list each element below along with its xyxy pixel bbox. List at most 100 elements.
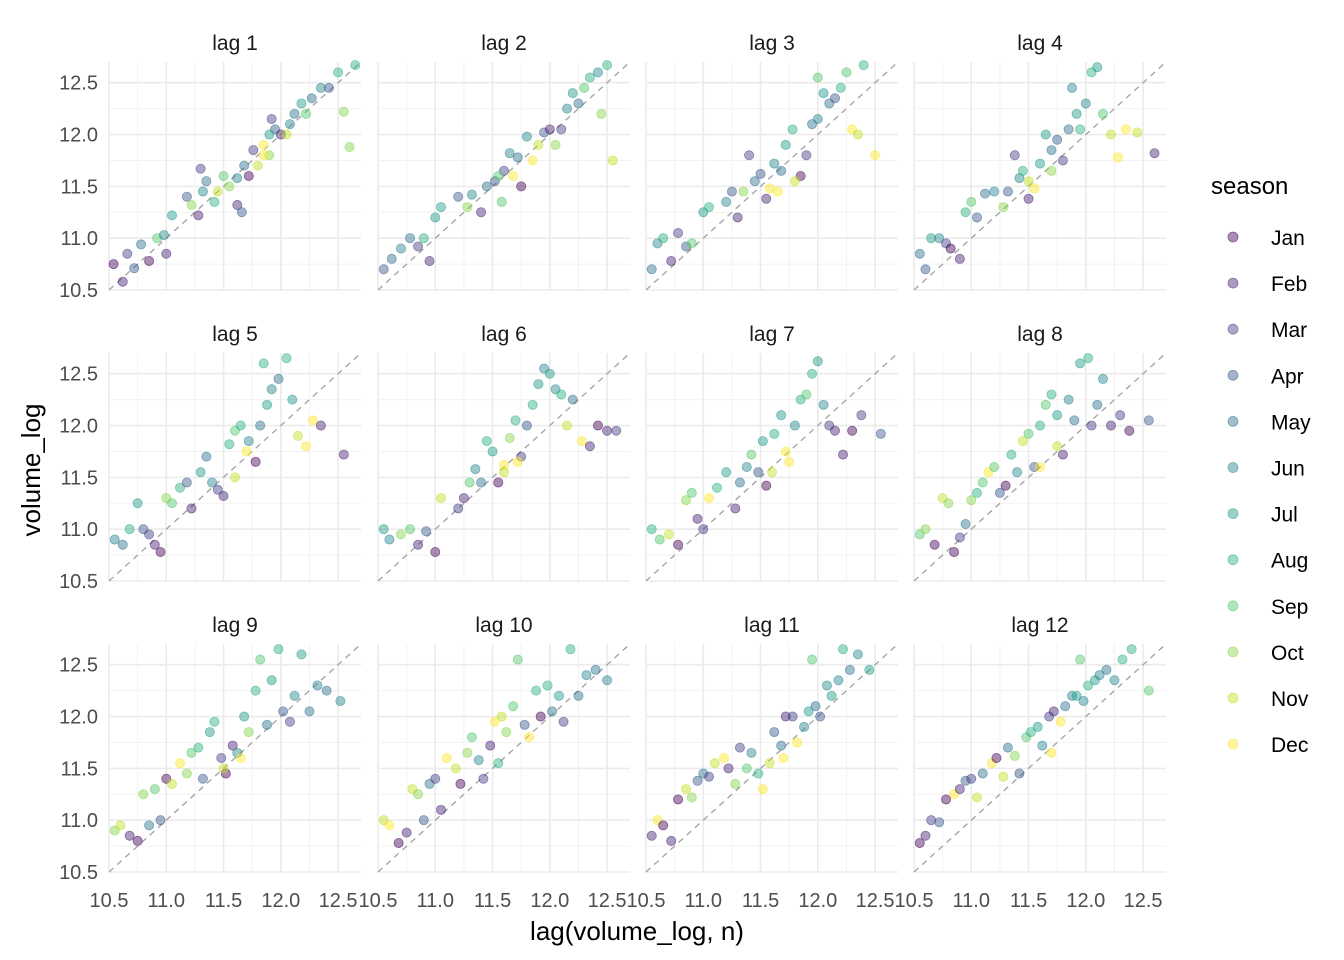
- data-point: [144, 255, 155, 266]
- data-point: [504, 432, 515, 443]
- data-point: [852, 129, 863, 140]
- data-point: [519, 719, 530, 730]
- data-point: [421, 526, 432, 537]
- data-point: [281, 353, 292, 364]
- data-point: [166, 498, 177, 509]
- data-point: [584, 441, 595, 452]
- data-point: [726, 186, 737, 197]
- data-point: [220, 768, 231, 779]
- data-point: [602, 60, 613, 71]
- facet-strip-label: lag 8: [1017, 323, 1063, 346]
- data-point: [350, 60, 361, 71]
- data-point: [558, 716, 569, 727]
- data-point: [787, 711, 798, 722]
- data-point: [466, 189, 477, 200]
- data-point: [405, 524, 416, 535]
- data-point: [994, 487, 1005, 498]
- data-point: [284, 119, 295, 130]
- data-point: [734, 477, 745, 488]
- data-point: [741, 763, 752, 774]
- facet-panel: lag 11: [645, 614, 899, 873]
- legend-label: Jun: [1271, 458, 1305, 481]
- reference-line: [377, 61, 631, 291]
- data-point: [581, 670, 592, 681]
- data-point: [830, 425, 841, 436]
- data-point: [158, 230, 169, 241]
- data-point: [413, 789, 424, 800]
- data-point: [296, 649, 307, 660]
- data-point: [539, 127, 550, 138]
- data-point: [663, 529, 674, 540]
- data-point: [1101, 664, 1112, 675]
- data-point: [235, 753, 246, 764]
- data-point: [204, 727, 215, 738]
- data-point: [510, 415, 521, 426]
- data-point: [573, 98, 584, 109]
- y-tick-label: 12.5: [59, 73, 98, 95]
- data-point: [1117, 654, 1128, 665]
- facet-panel: lag 3: [645, 32, 899, 291]
- data-point: [266, 675, 277, 686]
- data-point: [512, 152, 523, 163]
- data-point: [195, 163, 206, 174]
- data-point: [393, 837, 404, 848]
- data-point: [780, 446, 791, 457]
- y-tick-label: 10.5: [59, 280, 98, 302]
- data-point: [201, 451, 212, 462]
- data-point: [934, 817, 945, 828]
- data-point: [1092, 62, 1103, 73]
- data-point: [966, 495, 977, 506]
- data-point: [746, 747, 757, 758]
- data-point: [516, 451, 527, 462]
- data-point: [596, 108, 607, 119]
- data-point: [212, 186, 223, 197]
- facet-panel: lag 9: [108, 614, 362, 873]
- data-point: [666, 255, 677, 266]
- data-point: [236, 207, 247, 218]
- data-point: [784, 456, 795, 467]
- data-point: [807, 368, 818, 379]
- data-point: [476, 477, 487, 488]
- data-point: [333, 67, 344, 78]
- data-point: [1149, 148, 1160, 159]
- x-tick-label: 11.5: [742, 890, 779, 912]
- data-point: [1109, 675, 1120, 686]
- data-point: [1023, 176, 1034, 187]
- data-point: [224, 439, 235, 450]
- data-point: [195, 467, 206, 478]
- data-point: [512, 654, 523, 665]
- data-point: [562, 420, 573, 431]
- reference-line: [377, 352, 631, 582]
- data-point: [284, 716, 295, 727]
- data-point: [464, 477, 475, 488]
- data-point: [698, 768, 709, 779]
- y-tick-label: 11.5: [61, 176, 98, 198]
- data-point: [384, 820, 395, 831]
- y-tick-label: 11.5: [61, 467, 98, 489]
- data-point: [954, 784, 965, 795]
- data-point: [1078, 696, 1089, 707]
- data-point: [929, 539, 940, 550]
- data-point: [778, 753, 789, 764]
- data-point: [833, 675, 844, 686]
- data-point: [232, 747, 243, 758]
- legend-key: [1227, 600, 1239, 612]
- data-point: [292, 430, 303, 441]
- data-point: [692, 513, 703, 524]
- data-point: [698, 524, 709, 535]
- facet-strip-label: lag 2: [481, 32, 527, 55]
- data-point: [262, 399, 273, 410]
- data-point: [1046, 747, 1057, 758]
- data-point: [235, 420, 246, 431]
- data-point: [289, 690, 300, 701]
- data-point: [755, 168, 766, 179]
- data-point: [315, 420, 326, 431]
- data-point: [533, 139, 544, 150]
- data-point: [455, 778, 466, 789]
- data-point: [481, 181, 492, 192]
- data-point: [1002, 742, 1013, 753]
- data-point: [229, 472, 240, 483]
- data-point: [138, 789, 149, 800]
- reference-line: [913, 352, 1167, 582]
- data-point: [914, 248, 925, 259]
